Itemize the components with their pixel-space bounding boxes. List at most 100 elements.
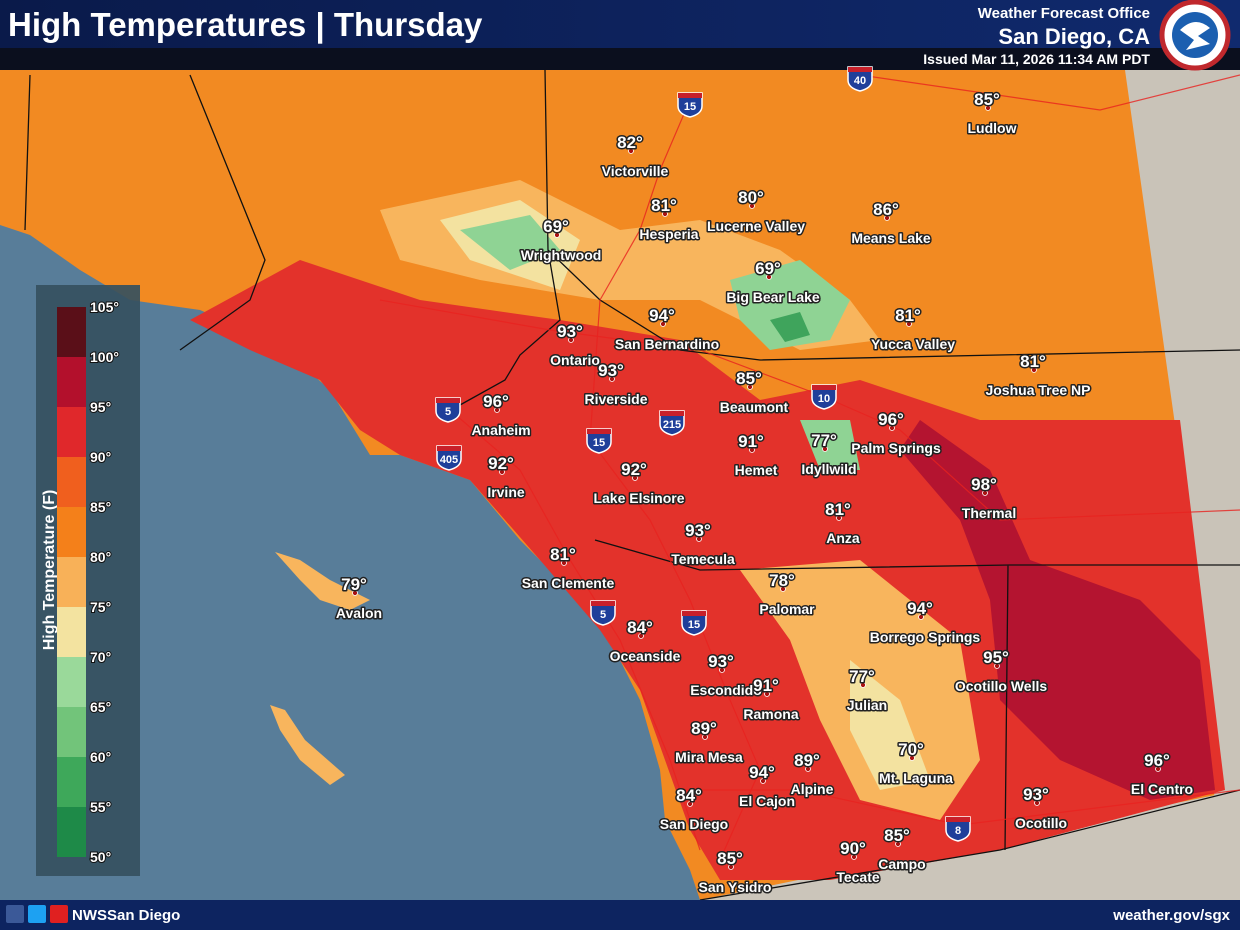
- city-marker: 93° Ontario: [549, 321, 602, 370]
- city-dot: [860, 682, 866, 688]
- header-bar: [0, 0, 1240, 48]
- city-marker: 81° San Clemente: [520, 544, 616, 593]
- city-marker: 92° Lake Elsinore: [592, 459, 686, 508]
- highway-shield: 215: [659, 410, 685, 436]
- city-temp: 81°: [1020, 352, 1046, 371]
- city-name: Lucerne Valley: [707, 218, 805, 234]
- shield-top: [437, 446, 461, 451]
- city-dot: [906, 321, 912, 327]
- city-dot: [764, 691, 770, 697]
- city-marker: 89° Alpine: [789, 750, 835, 799]
- shield-number: 8: [955, 825, 961, 837]
- legend-label: 60°: [90, 749, 111, 765]
- city-marker: 77° Julian: [845, 666, 888, 715]
- youtube-icon[interactable]: [50, 905, 68, 923]
- cool-zone: [770, 312, 810, 342]
- shield-number: 15: [593, 437, 605, 449]
- city-marker: 78° Palomar: [758, 570, 817, 619]
- city-marker: 96° El Centro: [1129, 750, 1194, 799]
- city-name: Big Bear Lake: [726, 289, 820, 305]
- legend-swatch: [57, 707, 86, 757]
- city-name: Ramona: [743, 706, 798, 722]
- shield-shape: [681, 610, 707, 636]
- shield-number: 215: [663, 419, 681, 431]
- city-temp: 93°: [557, 322, 583, 341]
- legend-swatch: [57, 507, 86, 557]
- city-marker: 93° Temecula: [670, 520, 737, 569]
- city-name: San Clemente: [522, 575, 615, 591]
- city-dot: [719, 667, 725, 673]
- city-temp: 96°: [483, 392, 509, 411]
- city-name: Hemet: [735, 462, 778, 478]
- location: San Diego, CA: [998, 24, 1150, 49]
- city-dot: [985, 105, 991, 111]
- shield-top: [660, 411, 684, 416]
- city-temp: 84°: [676, 786, 702, 805]
- city-marker: 91° Ramona: [742, 675, 800, 724]
- city-marker: 93° Riverside: [583, 360, 649, 409]
- legend-label: 50°: [90, 849, 111, 865]
- city-dot: [352, 590, 358, 596]
- legend-swatch: [57, 307, 86, 357]
- city-name: San Ysidro: [699, 879, 772, 895]
- city-name: Borrego Springs: [870, 629, 981, 645]
- city-dot: [766, 274, 772, 280]
- shield-number: 40: [854, 75, 866, 87]
- title: High Temperatures | Thursday: [8, 6, 483, 43]
- city-temp: 81°: [825, 500, 851, 519]
- city-temp: 85°: [884, 826, 910, 845]
- city-temp: 69°: [755, 259, 781, 278]
- legend-swatch: [57, 757, 86, 807]
- city-name: Julian: [847, 697, 887, 713]
- highway-shield: 5: [435, 397, 461, 423]
- city-marker: 91° Hemet: [733, 431, 779, 480]
- facebook-icon[interactable]: [6, 905, 24, 923]
- city-name: Idyllwild: [801, 461, 856, 477]
- cool-zone: [460, 215, 860, 470]
- city-name: Anza: [826, 530, 860, 546]
- city-temp: 92°: [488, 454, 514, 473]
- city-temp: 91°: [753, 676, 779, 695]
- city-name: Ocotillo: [1015, 815, 1067, 831]
- city-name: Joshua Tree NP: [985, 382, 1090, 398]
- legend-box: [36, 285, 140, 876]
- highway-shield: 5: [590, 600, 616, 626]
- legend-label: 65°: [90, 699, 111, 715]
- city-dot: [628, 148, 634, 154]
- legend-swatch: [57, 557, 86, 607]
- city-marker: 96° Palm Springs: [850, 409, 943, 458]
- header-strip: [0, 48, 1240, 70]
- city-dot: [747, 384, 753, 390]
- city-temp: 93°: [1023, 785, 1049, 804]
- city-marker: 94° San Bernardino: [613, 305, 720, 354]
- city-temp: 95°: [983, 648, 1009, 667]
- shield-number: 5: [445, 406, 451, 418]
- city-temp: 81°: [651, 196, 677, 215]
- city-marker: 90° Tecate: [835, 838, 882, 887]
- legend-label: 70°: [90, 649, 111, 665]
- website[interactable]: weather.gov/sgx: [1112, 907, 1230, 924]
- city-marker: 70° Mt. Laguna: [878, 739, 955, 788]
- city-dot: [561, 560, 567, 566]
- city-dot: [822, 446, 828, 452]
- shield-shape: [811, 384, 837, 410]
- city-temp: 80°: [738, 188, 764, 207]
- city-marker: 69° Wrightwood: [519, 216, 603, 265]
- city-temp: 81°: [895, 306, 921, 325]
- city-dot: [918, 614, 924, 620]
- city-temp: 98°: [971, 475, 997, 494]
- island: [270, 705, 345, 785]
- city-dot: [760, 778, 766, 784]
- city-name: Mira Mesa: [675, 749, 743, 765]
- city-marker: 94° El Cajon: [737, 762, 796, 811]
- city-dot: [749, 447, 755, 453]
- city-name: Beaumont: [720, 399, 789, 415]
- city-dot: [702, 734, 708, 740]
- city-dot: [836, 515, 842, 521]
- city-name: Avalon: [336, 605, 382, 621]
- city-marker: 96° Anaheim: [470, 391, 532, 440]
- very-hot-zone: [900, 420, 1215, 800]
- twitter-icon[interactable]: [28, 905, 46, 923]
- city-marker: 85° San Ysidro: [697, 848, 773, 897]
- city-marker: 95° Ocotillo Wells: [953, 647, 1049, 696]
